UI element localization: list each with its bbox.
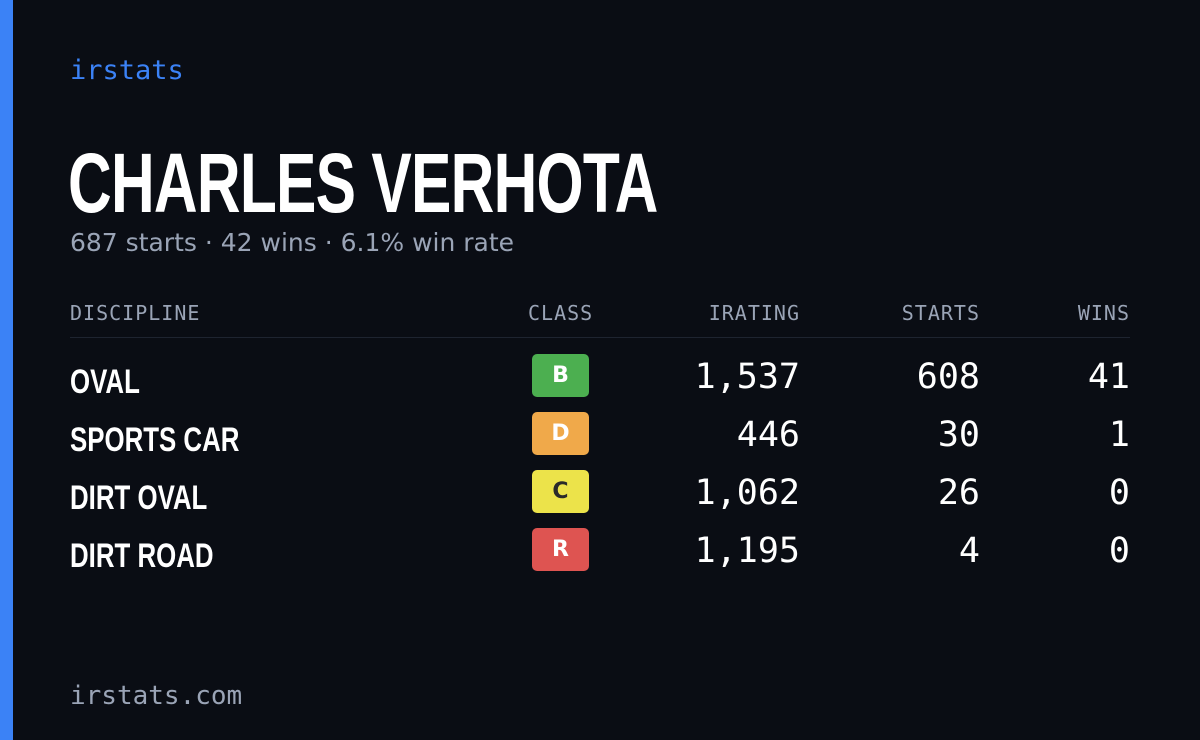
table-row: DIRT OVAL C 1,062 26 0 bbox=[70, 470, 1130, 528]
accent-bar bbox=[0, 0, 13, 740]
wins-value: 41 bbox=[1087, 357, 1130, 397]
player-name: CHARLES VERHOTA bbox=[68, 136, 658, 230]
table-row: OVAL B 1,537 608 41 bbox=[70, 354, 1130, 412]
wins-value: 1 bbox=[1108, 415, 1130, 455]
starts-value: 4 bbox=[958, 531, 980, 571]
header-class: CLASS bbox=[528, 301, 594, 325]
discipline-name: OVAL bbox=[70, 363, 140, 401]
starts-value: 26 bbox=[937, 473, 980, 513]
header-irating: IRATING bbox=[708, 301, 800, 325]
footer-url[interactable]: irstats.com bbox=[70, 681, 243, 711]
starts-value: 608 bbox=[916, 357, 980, 397]
player-summary: 687 starts · 42 wins · 6.1% win rate bbox=[70, 228, 515, 257]
class-badge: B bbox=[532, 354, 589, 397]
stats-table: DISCIPLINE CLASS IRATING STARTS WINS OVA… bbox=[70, 300, 1130, 586]
class-badge: R bbox=[532, 528, 589, 571]
table-header: DISCIPLINE CLASS IRATING STARTS WINS bbox=[70, 300, 1130, 338]
irating-value: 446 bbox=[736, 415, 800, 455]
discipline-name: DIRT ROAD bbox=[70, 537, 214, 575]
table-row: SPORTS CAR D 446 30 1 bbox=[70, 412, 1130, 470]
class-badge: D bbox=[532, 412, 589, 455]
discipline-name: SPORTS CAR bbox=[70, 421, 240, 459]
header-wins: WINS bbox=[1077, 301, 1130, 325]
wins-value: 0 bbox=[1108, 473, 1130, 513]
irating-value: 1,195 bbox=[694, 531, 800, 571]
table-body: OVAL B 1,537 608 41 SPORTS CAR D 446 30 … bbox=[70, 338, 1130, 586]
class-badge: C bbox=[532, 470, 589, 513]
discipline-name: DIRT OVAL bbox=[70, 479, 208, 517]
wins-value: 0 bbox=[1108, 531, 1130, 571]
table-row: DIRT ROAD R 1,195 4 0 bbox=[70, 528, 1130, 586]
starts-value: 30 bbox=[937, 415, 980, 455]
header-starts: STARTS bbox=[901, 301, 980, 325]
header-discipline: DISCIPLINE bbox=[70, 301, 201, 325]
brand-logo-text: irstats bbox=[70, 55, 184, 86]
irating-value: 1,537 bbox=[694, 357, 800, 397]
irating-value: 1,062 bbox=[694, 473, 800, 513]
